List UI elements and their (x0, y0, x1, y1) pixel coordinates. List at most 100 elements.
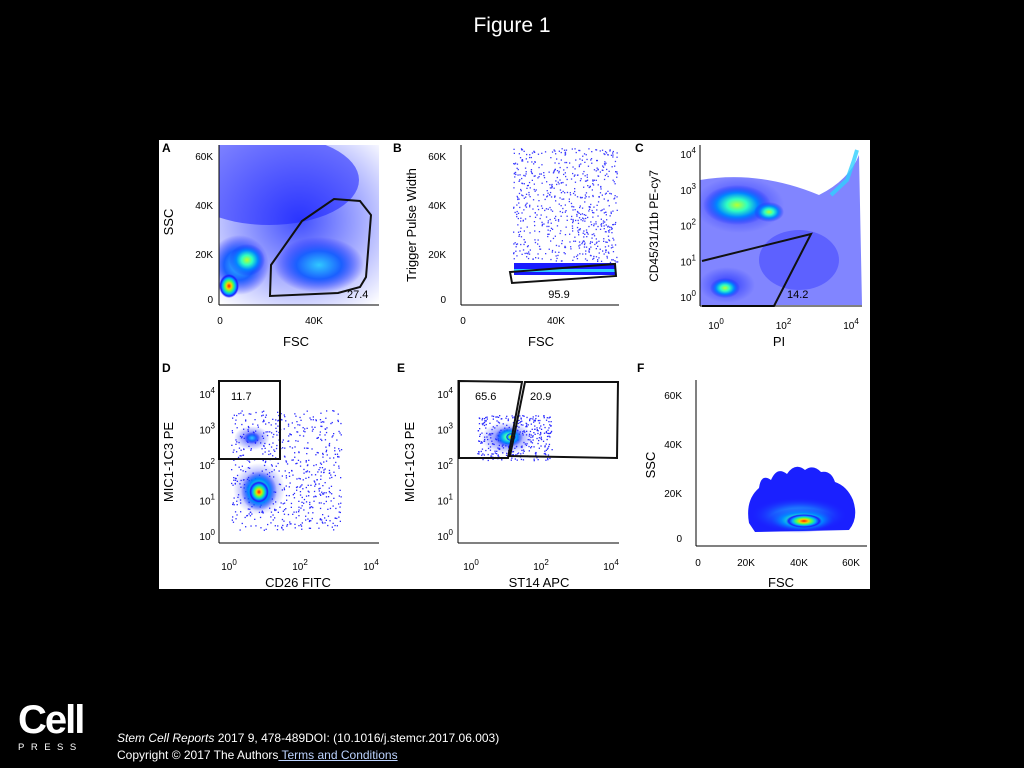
panel-b-event-dot (517, 198, 519, 201)
panel-e-event-dot (547, 459, 549, 461)
panel-e-event-dot (523, 450, 525, 452)
panel-d-event-dot (315, 419, 317, 421)
panel-d-event-dot (269, 431, 271, 433)
panel-e-event-dot (517, 422, 519, 425)
panel-b-ylabel: Trigger Pulse Width (404, 168, 419, 282)
panel-b-event-dot (563, 149, 566, 151)
panel-d-event-dot (283, 520, 285, 522)
panel-d-event-dot (309, 501, 311, 504)
panel-d-event-dot (319, 519, 321, 521)
panel-b-event-dot (583, 243, 586, 246)
panel-b-event-dot (549, 191, 552, 194)
panel-f-xtick-1: 20K (737, 558, 755, 569)
panel-b-event-dot (612, 246, 614, 248)
panel-b-event-dot (603, 163, 606, 165)
panel-b-event-dot (572, 192, 575, 195)
panel-d-event-dot (246, 514, 249, 517)
panel-e-event-dot (481, 432, 483, 434)
panel-d-event-dot (240, 449, 242, 451)
panel-b-event-dot (516, 255, 518, 257)
panel-d-event-dot (293, 497, 296, 499)
panel-b-event-dot (550, 209, 552, 211)
panel-d-event-dot (292, 459, 294, 461)
panel-e-event-dot (543, 415, 545, 417)
panel-b-event-dot (520, 217, 522, 219)
panel-b-event-dot (586, 259, 588, 262)
panel-d-event-dot (305, 486, 307, 489)
panel-b-event-dot (610, 193, 612, 195)
panel-b-event-dot (576, 196, 579, 198)
panel-b-event-dot (577, 254, 579, 256)
panel-e-xtick-0: 100 (463, 558, 479, 573)
panel-b-event-dot (556, 158, 558, 160)
panel-e-event-dot (539, 419, 541, 422)
panel-b-event-dot (524, 205, 527, 207)
panel-e-event-dot (536, 427, 538, 429)
panel-d-event-dot (277, 511, 279, 513)
panel-d-event-dot (324, 522, 326, 524)
panel-b-event-dot (574, 181, 577, 183)
panel-e-event-dot (538, 439, 540, 442)
panel-d-event-dot (321, 521, 323, 523)
citation: Stem Cell Reports 2017 9, 478-489DOI: (1… (117, 731, 499, 745)
panel-b-event-dot (569, 162, 571, 164)
panel-e-event-dot (538, 422, 541, 424)
panel-d-event-dot (262, 421, 264, 423)
panel-b-event-dot (558, 172, 560, 174)
panel-b-event-dot (560, 205, 562, 207)
panel-e-event-dot (479, 440, 481, 442)
panel-b-event-dot (520, 220, 522, 222)
panel-d-event-dot (231, 444, 233, 446)
panel-d-event-dot (311, 506, 313, 508)
panel-b-event-dot (612, 223, 615, 226)
panel-b-event-dot (551, 210, 554, 212)
panel-b-event-dot (529, 206, 531, 208)
panel-b-event-dot (610, 154, 613, 156)
panel-d-event-dot (263, 410, 265, 412)
panel-e-event-dot (491, 453, 493, 455)
panel-d-event-dot (275, 430, 278, 433)
panel-e-event-dot (537, 419, 539, 422)
terms-and-conditions-link[interactable]: Terms and Conditions (278, 748, 398, 762)
panel-d-event-dot (330, 422, 332, 425)
panel-b-event-dot (519, 179, 521, 181)
panel-b-event-dot (609, 149, 611, 151)
panel-e-event-dot (537, 432, 539, 435)
panel-e-event-dot (537, 415, 540, 417)
panel-b-event-dot (564, 211, 566, 213)
panel-b-event-dot (569, 233, 571, 235)
panel-e-event-dot (526, 416, 528, 419)
panel-e-event-dot (533, 446, 535, 448)
panel-b-event-dot (519, 157, 522, 159)
panel-d-event-dot (319, 431, 321, 433)
panel-b-event-dot (525, 158, 527, 160)
panel-d-event-dot (331, 476, 333, 479)
panel-d-event-dot (254, 518, 256, 520)
panel-d-event-dot (294, 527, 296, 529)
panel-b-event-dot (517, 212, 520, 214)
panel-b-event-dot (584, 180, 587, 182)
panel-e-event-dot (529, 419, 531, 422)
panel-d-event-dot (312, 512, 314, 514)
panel-d-event-dot (268, 453, 270, 456)
panel-b-event-dot (614, 183, 616, 185)
panel-b-event-dot (610, 211, 612, 213)
panel-b-event-dot (544, 198, 546, 201)
panel-b-event-dot (558, 183, 560, 185)
panel-d-event-dot (232, 503, 234, 506)
panel-b-event-dot (612, 224, 614, 226)
panel-b-event-dot (570, 246, 572, 248)
panel-d-event-dot (277, 425, 279, 427)
panel-b-ytick-3: 60K (428, 152, 446, 163)
panel-b-event-dot (566, 215, 568, 217)
panel-d-event-dot (275, 465, 277, 467)
figure-svg: A 27.4 0 20K 40K 60K 0 40K F (161, 141, 867, 589)
panel-b-event-dot (518, 202, 520, 204)
panel-d-event-dot (325, 519, 327, 521)
panel-b-event-dot (549, 218, 551, 221)
panel-b-event-dot (545, 208, 548, 210)
panel-d-event-dot (292, 494, 294, 496)
panel-b-event-dot (601, 194, 603, 196)
panel-d-event-dot (244, 516, 246, 519)
panel-b-event-dot (558, 245, 560, 247)
